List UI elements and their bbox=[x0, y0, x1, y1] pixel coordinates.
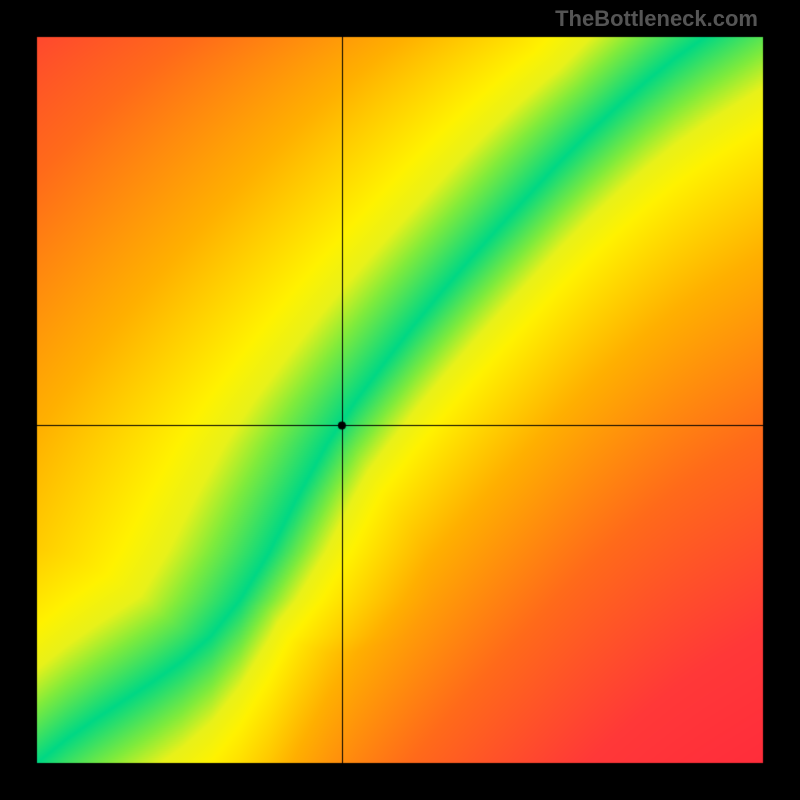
bottleneck-heatmap-canvas bbox=[0, 0, 800, 800]
watermark-text: TheBottleneck.com bbox=[555, 6, 758, 32]
chart-container: TheBottleneck.com bbox=[0, 0, 800, 800]
